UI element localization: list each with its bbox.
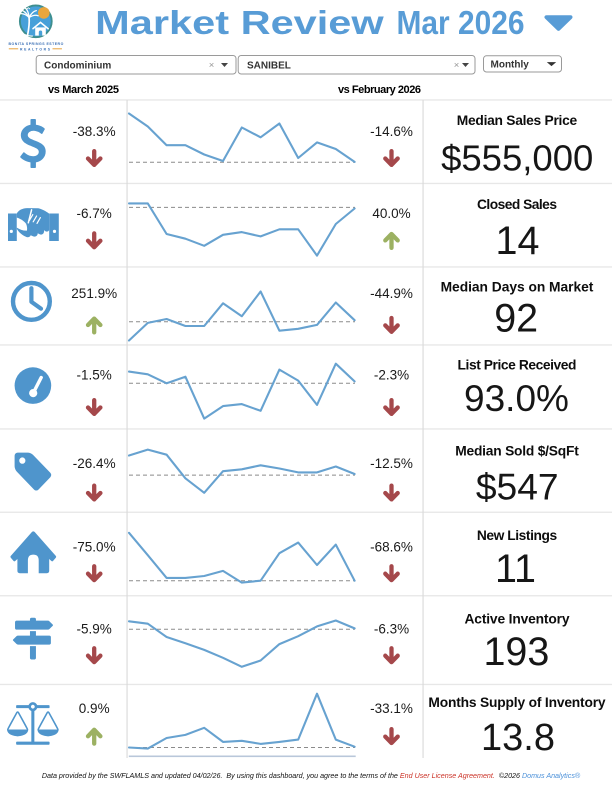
svg-text:193: 193 — [483, 630, 549, 674]
svg-text:-26.4%: -26.4% — [73, 456, 116, 471]
svg-text:13.8: 13.8 — [481, 717, 555, 759]
svg-text:-38.3%: -38.3% — [73, 124, 116, 139]
svg-text:-2.3%: -2.3% — [374, 368, 409, 383]
svg-text:-14.6%: -14.6% — [370, 124, 413, 139]
svg-text:×: × — [454, 60, 460, 71]
svg-text:-6.3%: -6.3% — [374, 622, 409, 637]
svg-text:SANIBEL: SANIBEL — [247, 60, 291, 71]
svg-text:14: 14 — [496, 219, 540, 263]
svg-text:Months Supply of Inventory: Months Supply of Inventory — [428, 695, 606, 710]
svg-text:List Price Received: List Price Received — [458, 357, 577, 372]
svg-text:-12.5%: -12.5% — [370, 456, 413, 471]
svg-text:Median Sales Price: Median Sales Price — [457, 113, 578, 128]
svg-text:BONITA SPRINGS ESTERO: BONITA SPRINGS ESTERO — [9, 42, 64, 46]
svg-text:$555,000: $555,000 — [441, 138, 593, 179]
svg-text:0.9%: 0.9% — [79, 701, 110, 716]
svg-text:Median Sold $/SqFt: Median Sold $/SqFt — [455, 444, 579, 459]
svg-text:Market Review: Market Review — [95, 5, 384, 42]
svg-text:-68.6%: -68.6% — [370, 539, 413, 554]
svg-text:-5.9%: -5.9% — [77, 622, 112, 637]
svg-text:-33.1%: -33.1% — [370, 701, 413, 716]
svg-text:Mar 2026: Mar 2026 — [397, 5, 525, 42]
svg-text:251.9%: 251.9% — [71, 286, 117, 301]
svg-text:REALTORS: REALTORS — [20, 47, 51, 51]
svg-text:-44.9%: -44.9% — [370, 286, 413, 301]
svg-text:-6.7%: -6.7% — [77, 206, 112, 221]
svg-text:Closed Sales: Closed Sales — [477, 197, 557, 212]
svg-text:11: 11 — [495, 547, 536, 591]
svg-text:Median Days on Market: Median Days on Market — [441, 279, 594, 294]
svg-text:-1.5%: -1.5% — [77, 368, 112, 383]
svg-text:40.0%: 40.0% — [372, 206, 410, 221]
svg-text:92: 92 — [494, 297, 538, 341]
svg-text:$547: $547 — [476, 466, 559, 508]
svg-text:vs March 2025: vs March 2025 — [48, 84, 119, 96]
svg-text:Monthly: Monthly — [491, 60, 530, 71]
svg-text:-75.0%: -75.0% — [73, 539, 116, 554]
svg-text:Condominium: Condominium — [44, 60, 111, 71]
svg-text:vs February 2026: vs February 2026 — [338, 84, 421, 96]
svg-text:New Listings: New Listings — [477, 528, 558, 543]
svg-text:Active Inventory: Active Inventory — [465, 611, 570, 626]
svg-text:93.0%: 93.0% — [464, 378, 569, 419]
svg-text:Data provided by the SWFLAMLS: Data provided by the SWFLAMLS and update… — [42, 772, 581, 780]
svg-text:×: × — [209, 60, 215, 71]
